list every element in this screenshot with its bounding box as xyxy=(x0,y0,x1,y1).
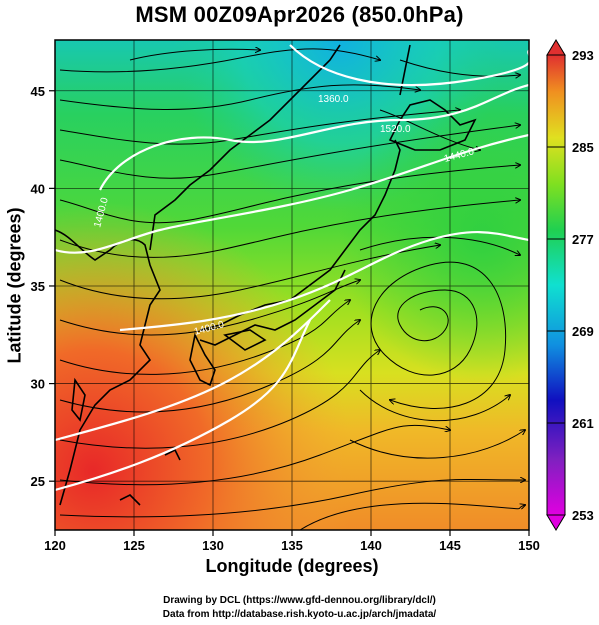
credit-data: Data from http://database.rish.kyoto-u.a… xyxy=(162,609,437,620)
contour-label-1: 1360.0 xyxy=(318,94,349,105)
x-tick-label: 135 xyxy=(281,538,303,553)
colorbar-bottom-cap xyxy=(546,514,566,531)
y-tick-label: 45 xyxy=(31,84,45,99)
contour-label-5: 1520.0 xyxy=(380,124,411,135)
colorbar-tick-label: 293 xyxy=(572,48,594,63)
colorbar-tick-label: 269 xyxy=(572,324,594,339)
x-tick-label: 120 xyxy=(44,538,66,553)
y-tick-label: 30 xyxy=(31,377,45,392)
colorbar-tick-label: 277 xyxy=(572,232,594,247)
y-axis-ticks: 25 30 35 40 45 xyxy=(31,84,55,489)
x-tick-label: 125 xyxy=(123,538,145,553)
x-tick-label: 150 xyxy=(518,538,540,553)
wind-streamlines xyxy=(59,49,525,530)
chart-title: MSM 00Z09Apr2026 (850.0hPa) xyxy=(135,2,464,27)
y-tick-label: 35 xyxy=(31,279,45,294)
x-tick-label: 140 xyxy=(360,538,382,553)
x-axis-ticks: 120 125 130 135 140 145 150 xyxy=(44,530,540,553)
y-tick-label: 25 xyxy=(31,474,45,489)
x-tick-label: 145 xyxy=(439,538,461,553)
colorbar-tick-label: 285 xyxy=(572,140,594,155)
colorbar-tick-label: 261 xyxy=(572,416,594,431)
credit-drawing: Drawing by DCL (https://www.gfd-dennou.o… xyxy=(163,595,436,606)
x-axis-label: Longitude (degrees) xyxy=(205,556,379,576)
colorbar-top-cap xyxy=(546,39,566,56)
geopotential-contours xyxy=(55,44,529,492)
y-tick-label: 40 xyxy=(31,181,45,196)
colorbar-tick-label: 253 xyxy=(572,508,594,523)
colorbar-ticks: 293 285 277 269 261 253 xyxy=(547,48,594,523)
y-axis-label: Latitude (degrees) xyxy=(4,207,25,364)
colorbar-body xyxy=(546,54,566,516)
colorbar: 293 285 277 269 261 253 xyxy=(546,39,594,531)
x-tick-label: 130 xyxy=(202,538,224,553)
